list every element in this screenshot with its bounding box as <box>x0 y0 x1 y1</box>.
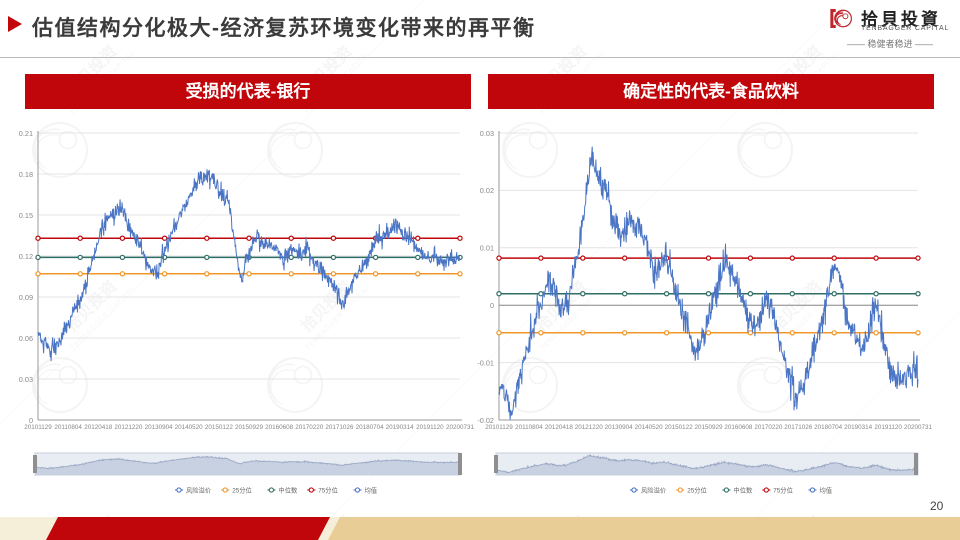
svg-text:20190314: 20190314 <box>386 424 415 431</box>
svg-text:20110804: 20110804 <box>54 424 82 431</box>
svg-text:20150929: 20150929 <box>235 424 264 431</box>
svg-text:0.03: 0.03 <box>19 375 33 384</box>
svg-text:0.21: 0.21 <box>19 129 33 138</box>
svg-text:风险溢价: 风险溢价 <box>641 485 667 494</box>
svg-text:中位数: 中位数 <box>733 485 753 494</box>
svg-text:20101129: 20101129 <box>485 424 513 431</box>
svg-text:20191120: 20191120 <box>416 424 444 431</box>
svg-text:25分位: 25分位 <box>687 485 707 494</box>
svg-text:20121220: 20121220 <box>575 424 604 431</box>
svg-text:0.06: 0.06 <box>19 334 33 343</box>
svg-text:20140520: 20140520 <box>635 424 664 431</box>
svg-text:20171026: 20171026 <box>325 424 354 431</box>
svg-text:75分位: 75分位 <box>773 485 793 494</box>
svg-text:-0.01: -0.01 <box>477 358 494 367</box>
svg-text:20140520: 20140520 <box>175 424 204 431</box>
svg-text:20130904: 20130904 <box>605 424 634 431</box>
svg-text:20120418: 20120418 <box>84 424 113 431</box>
svg-text:75分位: 75分位 <box>318 485 338 494</box>
svg-text:20110804: 20110804 <box>515 424 543 431</box>
svg-text:20180704: 20180704 <box>814 424 843 431</box>
svg-text:20170220: 20170220 <box>754 424 783 431</box>
svg-text:均值: 均值 <box>820 485 833 494</box>
svg-text:20121220: 20121220 <box>114 424 143 431</box>
svg-text:20180704: 20180704 <box>356 424 385 431</box>
svg-text:20171026: 20171026 <box>784 424 813 431</box>
svg-text:20170220: 20170220 <box>295 424 324 431</box>
svg-text:20130904: 20130904 <box>145 424 174 431</box>
svg-text:20191120: 20191120 <box>874 424 902 431</box>
svg-text:20160608: 20160608 <box>265 424 294 431</box>
svg-text:20190314: 20190314 <box>844 424 873 431</box>
svg-text:20150929: 20150929 <box>694 424 723 431</box>
svg-text:20101129: 20101129 <box>24 424 52 431</box>
svg-text:20150122: 20150122 <box>205 424 234 431</box>
svg-text:20200731: 20200731 <box>904 424 933 431</box>
svg-text:25分位: 25分位 <box>232 485 252 494</box>
svg-text:0.01: 0.01 <box>480 244 494 253</box>
svg-text:均值: 均值 <box>365 485 378 494</box>
svg-text:风险溢价: 风险溢价 <box>186 485 212 494</box>
svg-text:0.02: 0.02 <box>480 186 494 195</box>
svg-text:20200731: 20200731 <box>446 424 475 431</box>
svg-text:20160608: 20160608 <box>724 424 753 431</box>
svg-text:20120418: 20120418 <box>545 424 574 431</box>
svg-text:中位数: 中位数 <box>278 485 298 494</box>
svg-text:0.12: 0.12 <box>19 252 33 261</box>
svg-text:20150122: 20150122 <box>665 424 694 431</box>
svg-text:0.18: 0.18 <box>19 170 33 179</box>
svg-text:0.09: 0.09 <box>19 293 33 302</box>
svg-text:0: 0 <box>490 301 494 310</box>
svg-text:0.03: 0.03 <box>480 129 494 138</box>
svg-text:0.15: 0.15 <box>19 211 33 220</box>
